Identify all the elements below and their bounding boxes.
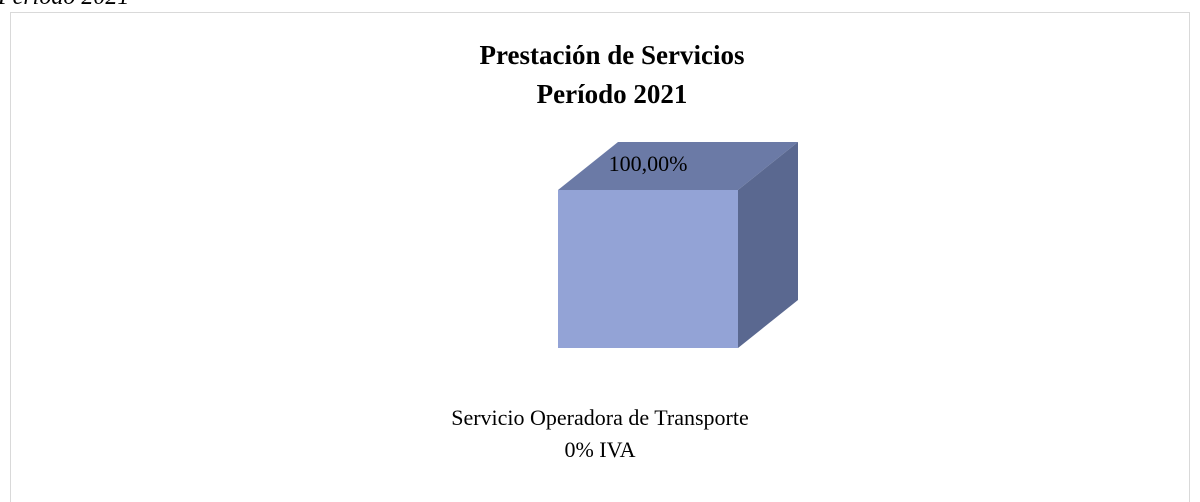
x-tick-label: 0% IVA	[564, 437, 635, 462]
bar-side	[738, 142, 798, 348]
bar	[558, 190, 738, 348]
chart-title: Prestación de Servicios	[480, 40, 745, 70]
data-label: 100,00%	[609, 151, 688, 176]
caption: Período 2021	[0, 0, 129, 10]
x-tick-label: Servicio Operadora de Transporte	[451, 405, 749, 430]
chart-title: Período 2021	[537, 79, 688, 109]
bar-top	[558, 142, 798, 190]
